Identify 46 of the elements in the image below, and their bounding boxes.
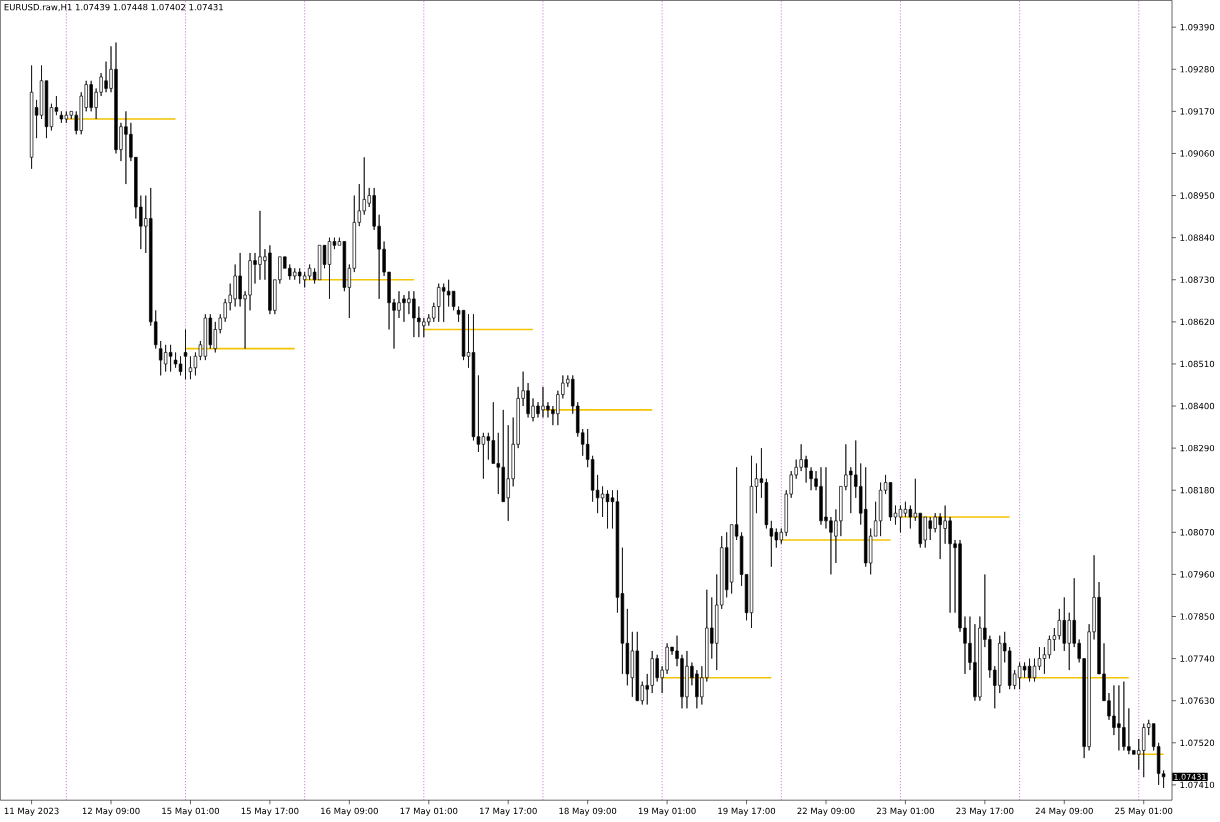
chart-title: EURUSD.raw,H1 1.07439 1.07448 1.07402 1.07431 [4, 3, 223, 12]
y-tick-label: 1.07960 [1180, 571, 1215, 578]
y-tick-label: 1.07630 [1180, 697, 1215, 704]
y-tick-label: 1.08730 [1180, 276, 1215, 283]
y-tick-label: 1.09280 [1180, 65, 1215, 73]
x-tick-label: 17 May 17:00 [480, 807, 537, 816]
candlestick [178, 355, 183, 376]
y-tick-label: 1.07850 [1180, 613, 1215, 620]
y-tick-label: 1.08620 [1180, 318, 1215, 325]
y-tick-label: 1.08070 [1180, 529, 1215, 536]
candlestick [188, 355, 193, 380]
y-tick-label: 1.08400 [1180, 402, 1215, 410]
candlestick [769, 520, 774, 568]
x-tick-label: 19 May 01:00 [638, 807, 696, 816]
y-tick-label: 1.09170 [1180, 108, 1215, 115]
y-tick-label: 1.08180 [1180, 486, 1215, 494]
x-tick-label: 15 May 01:00 [162, 807, 220, 816]
x-tick-label: 16 May 09:00 [321, 807, 378, 816]
x-tick-label: 17 May 01:00 [400, 807, 458, 816]
x-tick-label: 11 May 2023 [4, 807, 59, 816]
x-tick-label: 24 May 09:00 [1035, 807, 1093, 816]
y-tick-label: 1.07410 [1180, 781, 1215, 789]
x-tick-label: 23 May 01:00 [876, 807, 934, 816]
x-tick-label: 15 May 17:00 [241, 807, 299, 816]
candlestick [183, 329, 188, 380]
x-tick-label: 22 May 09:00 [797, 807, 855, 816]
candlestick [59, 110, 64, 124]
x-tick-label: 25 May 01:00 [1115, 807, 1173, 816]
candlestick [605, 489, 610, 529]
y-tick-label: 1.09060 [1180, 150, 1215, 157]
text: 1.07431 [1174, 773, 1206, 780]
y-tick-label: 1.08290 [1180, 444, 1215, 452]
candlestick [1027, 658, 1032, 682]
y-tick-label: 1.08510 [1180, 360, 1215, 368]
y-tick-label: 1.07520 [1180, 739, 1215, 746]
x-tick-label: 12 May 09:00 [82, 807, 140, 816]
y-tick-label: 1.08950 [1180, 192, 1215, 199]
y-tick-label: 1.09390 [1180, 23, 1215, 31]
y-tick-label: 1.07740 [1180, 655, 1215, 662]
x-tick-label: 18 May 09:00 [559, 807, 617, 816]
x-tick-label: 23 May 17:00 [956, 807, 1014, 816]
candlestick [749, 455, 754, 629]
y-tick-label: 1.08840 [1180, 234, 1215, 241]
x-tick-label: 19 May 17:00 [718, 807, 776, 816]
candlestick [168, 344, 173, 372]
candlestick [327, 237, 332, 300]
